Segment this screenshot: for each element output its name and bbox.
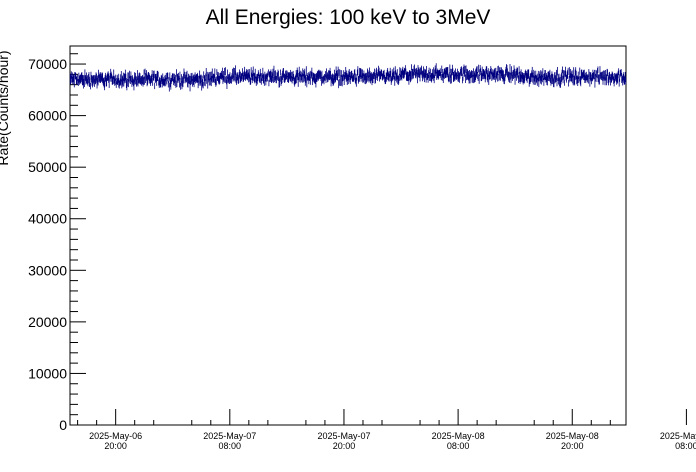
y-axis-label: Rate(Counts/hour): [0, 50, 11, 165]
x-tick-label-time: 20:00: [561, 441, 584, 451]
x-tick-label-time: 20:00: [333, 441, 356, 451]
y-tick-label: 20000: [28, 314, 67, 330]
x-tick-label-time: 08:00: [675, 441, 696, 451]
x-tick-label-date: 2025-May-07: [317, 431, 370, 441]
x-tick-label-date: 2025-May-08: [546, 431, 599, 441]
x-tick-label-date: 2025-May-08: [432, 431, 485, 441]
data-points: [69, 63, 627, 92]
x-tick-label-time: 08:00: [447, 441, 470, 451]
x-tick-label-time: 20:00: [104, 441, 127, 451]
x-axis-ticks: 2025-May-0620:002025-May-0708:002025-May…: [89, 409, 696, 451]
y-tick-label: 60000: [28, 108, 67, 124]
y-tick-label: 50000: [28, 159, 67, 175]
y-axis-ticks: 0 10000 20000 30000 40000 50000 60000 70000: [28, 56, 86, 433]
y-tick-label: 70000: [28, 56, 67, 72]
x-tick-label-date: 2025-May-06: [89, 431, 142, 441]
y-tick-label: 10000: [28, 365, 67, 381]
minor-ticks: [70, 53, 611, 425]
plot-frame: [69, 45, 627, 426]
x-tick-label-date: 2025-May-07: [203, 431, 256, 441]
x-tick-label-date: 2025-May-09: [660, 431, 696, 441]
y-tick-label: 30000: [28, 262, 67, 278]
chart-title: All Energies: 100 keV to 3MeV: [206, 6, 491, 29]
y-tick-label: 0: [59, 417, 67, 433]
y-tick-label: 40000: [28, 211, 67, 227]
x-tick-label-time: 08:00: [219, 441, 242, 451]
